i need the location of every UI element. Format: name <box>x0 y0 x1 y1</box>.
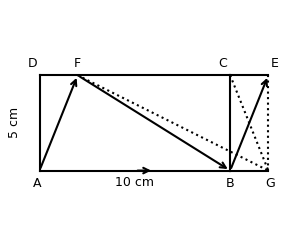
Text: F: F <box>74 58 81 70</box>
Text: 10 cm: 10 cm <box>115 176 154 189</box>
Text: A: A <box>33 177 41 190</box>
Text: D: D <box>28 58 38 70</box>
Text: B: B <box>226 177 234 190</box>
Text: G: G <box>265 177 275 190</box>
Text: C: C <box>219 58 227 70</box>
Text: E: E <box>271 58 279 70</box>
Text: 5 cm: 5 cm <box>8 107 21 138</box>
